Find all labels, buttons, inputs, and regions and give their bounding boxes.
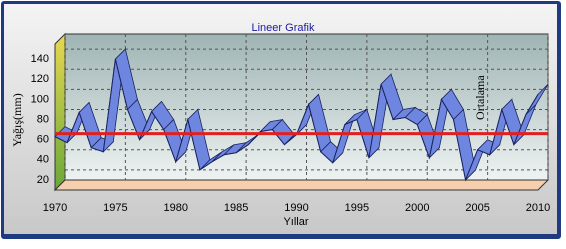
x-tick-label: 1975 xyxy=(103,202,127,214)
x-tick-label: 1995 xyxy=(345,202,369,214)
mean-label: Ortalama xyxy=(473,75,487,120)
y-tick-label: 80 xyxy=(37,113,49,125)
x-tick-label: 2010 xyxy=(526,202,550,214)
left-wall xyxy=(54,32,66,192)
y-tick-label: 40 xyxy=(37,154,49,166)
chart-title: Lineer Grafik xyxy=(252,22,315,34)
y-tick-label: 20 xyxy=(37,174,49,186)
y-tick-label: 100 xyxy=(31,93,49,105)
y-tick-label: 120 xyxy=(31,73,49,85)
x-tick-label: 1970 xyxy=(43,202,67,214)
y-tick-label: 60 xyxy=(37,134,49,146)
x-tick-label: 1985 xyxy=(224,202,248,214)
y-axis-label: Yağış(mm) xyxy=(10,93,24,146)
floor xyxy=(53,179,550,191)
chart: Lineer Grafik Yağış(mm) Yıllar 20 40 60 80 1… xyxy=(1,1,561,239)
y-tick-label: 140 xyxy=(31,53,49,65)
x-tick-label: 2005 xyxy=(465,202,489,214)
x-axis-label: Yıllar xyxy=(283,216,308,228)
x-tick-label: 1980 xyxy=(164,202,188,214)
x-tick-label: 1990 xyxy=(284,202,308,214)
x-tick-label: 2000 xyxy=(405,202,429,214)
